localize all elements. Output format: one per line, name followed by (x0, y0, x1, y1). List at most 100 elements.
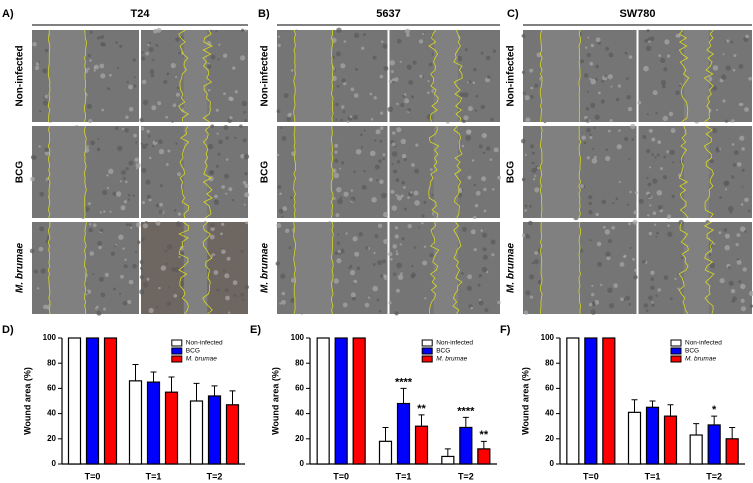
cell (92, 223, 97, 228)
cell (741, 185, 744, 188)
cell (391, 142, 396, 147)
cell (721, 74, 727, 80)
wound-edge (178, 221, 190, 315)
cell (459, 92, 465, 97)
cell (623, 255, 626, 259)
error-bar (193, 382, 200, 401)
cell (93, 69, 96, 72)
cell (739, 135, 745, 141)
cell (483, 187, 487, 192)
cell (421, 214, 425, 218)
cell (483, 209, 487, 213)
cell (723, 228, 728, 232)
bar (225, 404, 240, 465)
cell (722, 53, 725, 56)
cell (428, 62, 433, 67)
cell (422, 32, 425, 35)
cell (724, 245, 730, 251)
cell (524, 204, 528, 208)
cell (166, 244, 173, 250)
cell (642, 135, 647, 139)
cell (660, 57, 666, 63)
cell (470, 306, 473, 310)
cell (243, 110, 247, 114)
bar (627, 411, 642, 465)
cell (465, 135, 472, 141)
cell (114, 244, 117, 248)
cell (532, 151, 535, 155)
cell (151, 105, 157, 111)
cell (671, 194, 675, 199)
cell (336, 258, 342, 264)
row-label: M. brumae (506, 243, 517, 293)
cell (333, 278, 339, 284)
cell (422, 260, 428, 266)
cell (353, 170, 356, 174)
cell (140, 142, 143, 145)
cell (276, 153, 280, 157)
cell (482, 254, 488, 260)
cell (628, 55, 633, 59)
bar (689, 434, 703, 465)
cell (534, 251, 538, 255)
cell (414, 200, 420, 206)
wound-gap (683, 126, 709, 218)
cell (370, 118, 374, 121)
cell (407, 108, 412, 112)
cell (522, 91, 526, 95)
cell (372, 285, 379, 292)
y-axis-label: Wound area (%) (520, 367, 530, 435)
cell (478, 298, 482, 301)
cell (605, 148, 608, 152)
cell (615, 97, 620, 102)
cell (586, 53, 591, 58)
cell (340, 118, 344, 122)
cell (285, 228, 290, 233)
panel-label: A) (2, 8, 14, 20)
cell (708, 253, 711, 257)
cell (628, 158, 631, 161)
cell (530, 95, 534, 99)
cell (525, 290, 531, 296)
cell (609, 119, 613, 123)
cell (288, 246, 292, 250)
cell (630, 123, 636, 130)
cell (478, 144, 483, 149)
cell (277, 185, 282, 189)
cell (616, 144, 622, 150)
wound-edge (703, 221, 715, 315)
cell (382, 157, 385, 161)
cell (619, 262, 625, 267)
wound-gap (49, 30, 86, 122)
cell (423, 200, 427, 204)
cell (467, 175, 472, 180)
cell (474, 203, 479, 208)
y-axis-label: Wound area (%) (270, 367, 280, 435)
cell (214, 199, 217, 203)
wound-gap (683, 30, 709, 122)
cell (355, 149, 362, 155)
cell (480, 51, 484, 55)
cell (168, 286, 171, 289)
legend-swatch (670, 347, 682, 355)
wound-gap (541, 222, 580, 314)
cell (657, 205, 663, 210)
cell (368, 296, 371, 299)
cell (395, 194, 398, 197)
cell (112, 287, 116, 291)
cell (411, 272, 416, 278)
cell (279, 302, 282, 305)
cell (664, 39, 670, 45)
cell (374, 164, 380, 170)
cell (133, 133, 137, 138)
cell (245, 221, 249, 225)
cell (589, 77, 592, 81)
wound-gap (541, 126, 580, 218)
row-label: M. brumae (15, 243, 26, 293)
cell (712, 242, 716, 246)
cell (239, 124, 243, 128)
cell (177, 172, 181, 177)
legend-swatch (421, 355, 433, 363)
cell (84, 206, 90, 212)
cell (421, 221, 424, 225)
